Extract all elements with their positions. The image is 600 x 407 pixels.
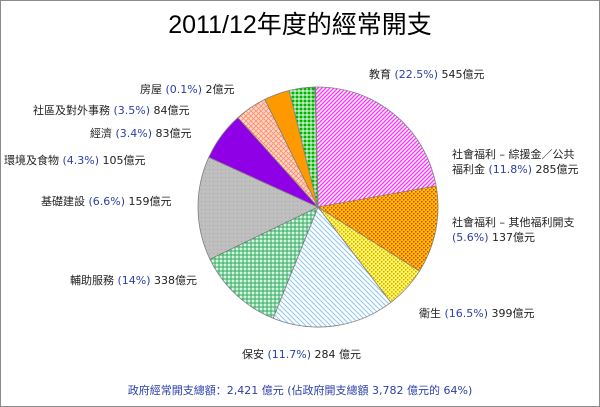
- pie-slice-2: [316, 185, 439, 272]
- chart-footer: 政府經常開支總額：2,421 億元 (佔政府開支總額 3,782 億元的 64%…: [1, 382, 599, 398]
- slice-label-4: 衛生 (16.5%) 399億元: [419, 306, 535, 320]
- slice-label-11: 房屋 (0.1%) 2億元: [140, 83, 235, 96]
- slice-label-6: 輔助服務 (14%) 338億元: [70, 273, 197, 287]
- pie-slice-4: [272, 206, 392, 328]
- pie-slice-1: [315, 86, 437, 208]
- slice-label-5: 保安 (11.7%) 284 億元: [242, 347, 361, 361]
- slice-label-9: 經濟 (3.4%) 83億元: [90, 126, 192, 140]
- footer-prefix: 政府經常開支總額：: [127, 384, 227, 397]
- footer-total: 2,421 億元: [226, 384, 284, 397]
- slice-label-10: 社區及對外事務 (3.5%) 84億元: [33, 103, 190, 117]
- slice-label-8: 環境及食物 (4.3%) 105億元: [4, 153, 146, 167]
- slice-label-1: 教育 (22.5%) 545億元: [369, 67, 485, 81]
- chart-title: 2011/12年度的經常開支: [168, 11, 432, 39]
- slice-label-7: 基礎建設 (6.6%) 159億元: [41, 194, 172, 208]
- footer-share: (佔政府開支總額 3,782 億元的 64%): [287, 384, 473, 397]
- slice-label-2: 社會福利 – 綜援金／公共福利金 (11.8%) 285億元: [452, 147, 579, 176]
- pie-slice-5: [209, 206, 319, 319]
- slice-label-3: 社會福利 – 其他福利開支(5.6%) 137億元: [452, 215, 575, 244]
- pie-slice-11: [314, 86, 319, 208]
- pie-slice-6: [197, 156, 319, 260]
